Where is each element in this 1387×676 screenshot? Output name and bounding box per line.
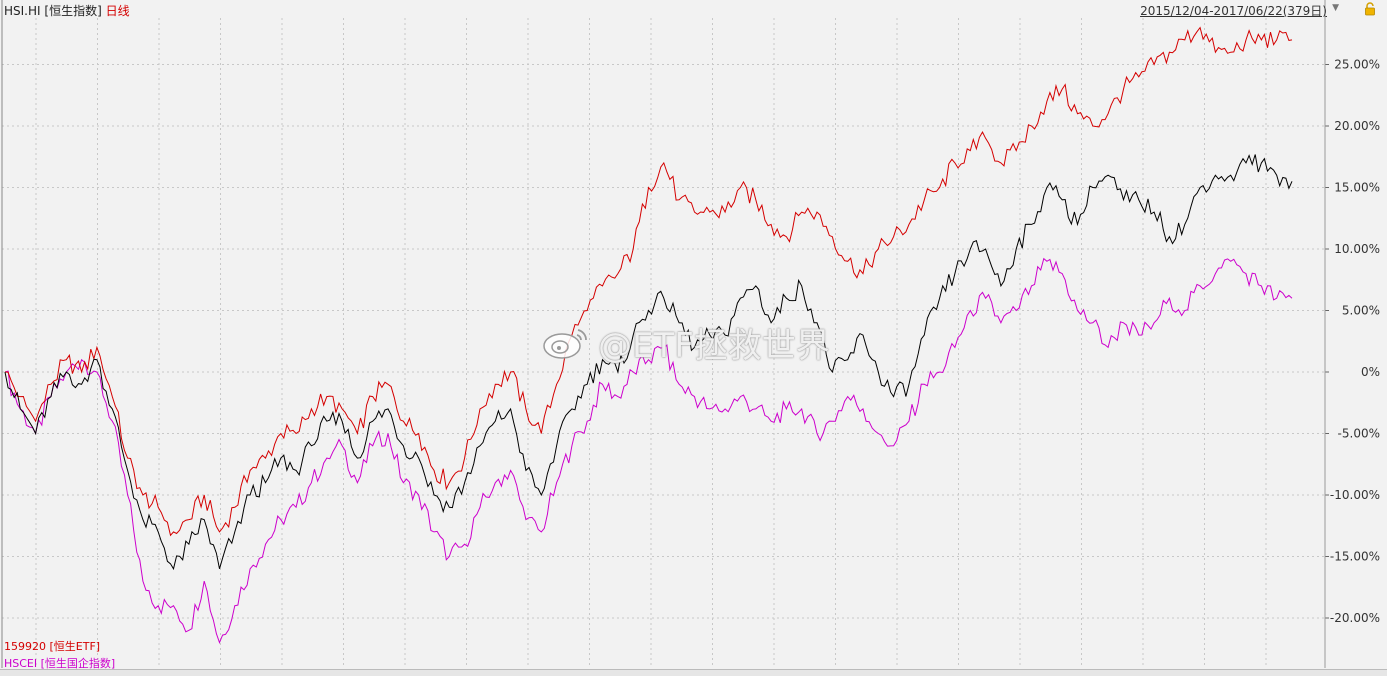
date-range-selector[interactable]: 2015/12/04-2017/06/22(379日) <box>1140 4 1327 18</box>
y-tick-label: -20.00% <box>1330 611 1380 625</box>
y-tick-label: 25.00% <box>1334 58 1380 72</box>
y-tick-label: -15.00% <box>1330 550 1380 564</box>
bottom-indicator-strip <box>0 669 1387 676</box>
index-name-label: [恒生指数] <box>44 4 102 18</box>
y-tick-label: 20.00% <box>1334 119 1380 133</box>
legend-etf: 159920 [恒生ETF] <box>4 640 101 653</box>
series-layer <box>4 26 1293 645</box>
y-tick-label: 5.00% <box>1342 304 1380 318</box>
chevron-down-icon[interactable]: ▼ <box>1332 3 1339 13</box>
legend-hscei: HSCEI [恒生国企指数] <box>4 657 116 670</box>
y-tick-label: -10.00% <box>1330 488 1380 502</box>
series-line-red <box>4 26 1293 537</box>
series-line-magenta <box>4 257 1293 645</box>
y-tick-label: -5.00% <box>1338 427 1380 441</box>
symbol-label: HSI.HI <box>4 4 41 18</box>
series-line-black <box>4 154 1293 571</box>
period-label[interactable]: 日线 <box>105 4 130 18</box>
lock-icon[interactable] <box>1363 2 1377 16</box>
chart-title: HSI.HI [恒生指数] 日线 <box>4 2 130 19</box>
y-tick-label: 0% <box>1361 365 1380 379</box>
y-tick-label: 10.00% <box>1334 242 1380 256</box>
weibo-logo-icon <box>543 329 587 359</box>
watermark-text: @ETF拯救世界 <box>598 326 830 366</box>
y-tick-label: 15.00% <box>1334 181 1380 195</box>
grid-lines <box>2 18 1325 668</box>
